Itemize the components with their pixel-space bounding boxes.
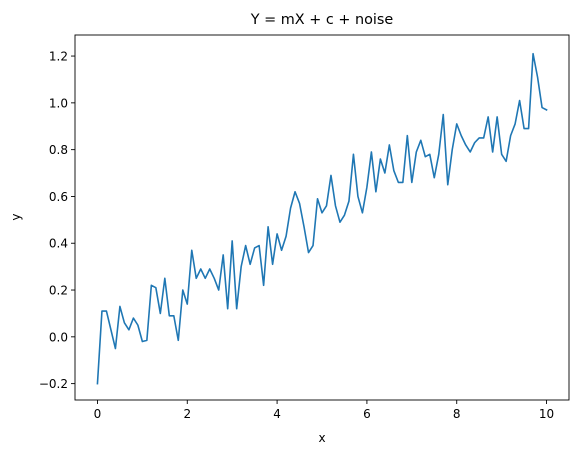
x-tick-label: 2 <box>183 407 191 421</box>
x-tick-label: 8 <box>453 407 461 421</box>
y-tick-label: 0.8 <box>49 143 68 157</box>
y-axis-ticks: −0.2 0.0 0.2 0.4 0.6 0.8 1.0 1.2 <box>39 50 75 391</box>
x-axis-label: x <box>318 431 325 445</box>
x-tick-label: 0 <box>94 407 102 421</box>
axes-frame <box>74 34 570 401</box>
y-tick-label: 0.2 <box>49 284 68 298</box>
x-tick-label: 6 <box>363 407 371 421</box>
y-tick-label: 0.4 <box>49 237 68 251</box>
x-axis-ticks: 0 2 4 6 8 10 <box>94 400 554 421</box>
y-tick-label: 1.0 <box>49 96 68 110</box>
series-line <box>96 52 548 385</box>
y-axis-label: y <box>9 213 23 220</box>
chart-title: Y = mX + c + noise <box>250 12 394 28</box>
y-tick-label: −0.2 <box>39 377 68 391</box>
y-tick-label: 0.0 <box>49 330 68 344</box>
x-tick-label: 4 <box>273 407 281 421</box>
x-tick-label: 10 <box>539 407 554 421</box>
y-tick-label: 1.2 <box>49 50 68 64</box>
y-tick-label: 0.6 <box>49 190 68 204</box>
plot-area <box>74 34 570 401</box>
